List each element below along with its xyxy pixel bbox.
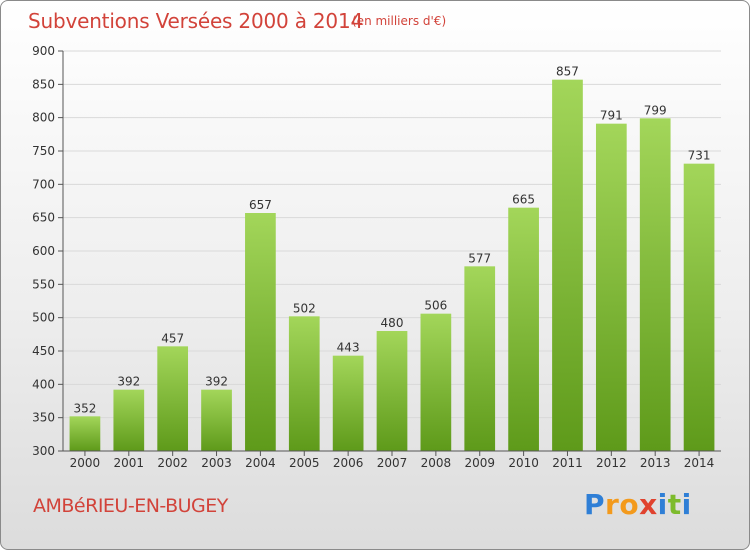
logo-letter: i [657,488,668,521]
data-label: 657 [249,198,272,212]
axes-layer: 300 350 400 450 500 550 600 650 700 750 800 850 900 2… [32,44,721,470]
x-tick-label: 2008 [421,456,452,470]
bar [69,416,101,451]
y-tick-label: 650 [32,211,55,225]
bars-layer: 352 392 457 392 657 502 443 480 506 577 665 857 791 7… [69,65,715,452]
bar [420,313,452,451]
x-tick-label: 2000 [70,456,101,470]
bar [683,163,715,451]
y-tick-label: 400 [32,377,55,391]
y-tick-label: 350 [32,411,55,425]
x-tick-label: 2002 [157,456,188,470]
bar [288,316,320,451]
x-tick-label: 2013 [640,456,671,470]
bar [595,123,627,452]
y-tick-label: 450 [32,344,55,358]
data-label: 731 [688,149,711,163]
data-label: 577 [468,251,491,265]
x-tick-label: 2010 [508,456,539,470]
x-tick-label: 2003 [201,456,232,470]
y-tick-label: 800 [32,111,55,125]
x-tick-label: 2012 [596,456,627,470]
data-label: 799 [644,103,667,117]
data-label: 506 [424,299,447,313]
data-label: 665 [512,193,535,207]
bar [332,355,364,451]
y-tick-label: 600 [32,244,55,258]
y-tick-label: 550 [32,277,55,291]
y-tick-label: 700 [32,177,55,191]
x-tick-label: 2005 [289,456,320,470]
logo-letter: r [605,488,620,521]
unit-note: (en milliers d'€) [352,14,447,28]
bar [201,389,232,451]
x-tick-label: 2006 [333,456,364,470]
bar [464,266,496,451]
chart-title: Subventions Versées 2000 à 2014 [28,9,364,33]
x-tick-label: 2001 [114,456,145,470]
bar [113,389,145,451]
logo-letter: o [619,488,640,521]
x-tick-label: 2014 [684,456,715,470]
y-tick-label: 900 [32,44,55,58]
bar [157,346,189,451]
data-label: 457 [161,331,184,345]
y-tick-label: 850 [32,77,55,91]
bar [639,118,671,451]
town-name: AMBéRIEU-EN-BUGEY [33,495,228,517]
bar [552,79,583,452]
data-label: 791 [600,109,623,123]
data-label: 857 [556,65,579,79]
x-tick-label: 2007 [377,456,408,470]
bar [376,331,408,451]
data-label: 502 [293,301,316,315]
x-tick-label: 2009 [464,456,495,470]
logo-letter: i [681,488,692,521]
data-label: 480 [381,316,404,330]
logo-letter: t [667,488,682,521]
data-label: 352 [73,401,96,415]
bar [245,213,276,451]
data-label: 443 [337,341,360,355]
data-label: 392 [205,375,228,389]
proxiti-logo: Proxiti [584,488,692,521]
logo-letter: x [639,488,658,521]
y-tick-label: 300 [32,444,55,458]
y-tick-label: 750 [32,144,55,158]
x-tick-label: 2011 [552,456,583,470]
logo-letter: P [584,488,606,521]
x-tick-label: 2004 [245,456,276,470]
y-tick-label: 500 [32,311,55,325]
bar [508,207,539,451]
data-label: 392 [117,375,140,389]
